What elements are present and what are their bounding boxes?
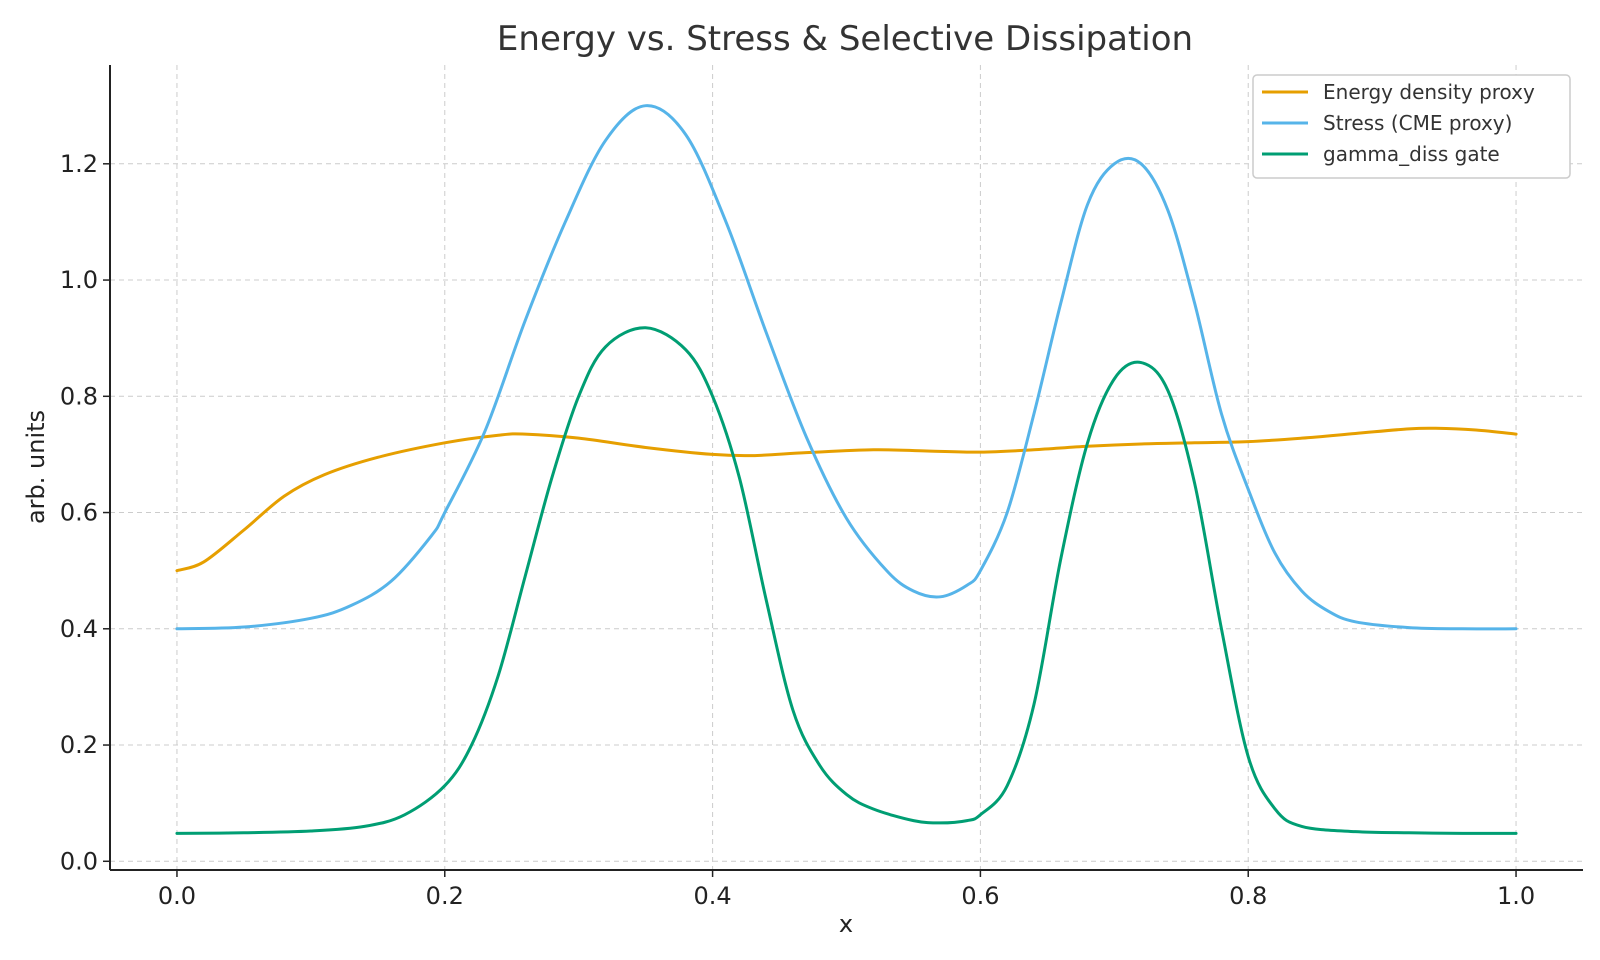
y-ticks: 0.0 0.2 0.4 0.6 0.8 1.0 1.2 bbox=[60, 150, 110, 875]
gamma-diss-gate-line bbox=[175, 326, 1518, 835]
chart-title: Energy vs. Stress & Selective Dissipatio… bbox=[497, 19, 1193, 59]
x-tick-label: 0.0 bbox=[158, 882, 196, 910]
x-tick-label: 0.4 bbox=[694, 882, 732, 910]
y-axis-label: arb. units bbox=[22, 410, 50, 524]
x-tick-label: 0.2 bbox=[426, 882, 464, 910]
legend-item-gamma: gamma_diss gate bbox=[1262, 142, 1500, 166]
legend-label: Stress (CME proxy) bbox=[1323, 111, 1512, 135]
x-ticks: 0.0 0.2 0.4 0.6 0.8 1.0 bbox=[158, 870, 1535, 910]
x-tick-label: 1.0 bbox=[1497, 882, 1535, 910]
x-axis-label: x bbox=[839, 910, 853, 938]
y-tick-label: 1.2 bbox=[60, 150, 98, 178]
legend-box bbox=[1252, 74, 1571, 179]
y-tick-label: 1.0 bbox=[60, 266, 98, 294]
y-tick-label: 0.6 bbox=[60, 499, 98, 527]
y-tick-label: 0.0 bbox=[60, 847, 98, 875]
energy-density-proxy-line bbox=[175, 426, 1518, 573]
series-layer bbox=[175, 104, 1518, 835]
legend-item-stress: Stress (CME proxy) bbox=[1262, 111, 1512, 135]
legend: Energy density proxy Stress (CME proxy) ga… bbox=[1252, 74, 1571, 179]
y-tick-label: 0.8 bbox=[60, 382, 98, 410]
legend-label: Energy density proxy bbox=[1323, 80, 1535, 104]
legend-label: gamma_diss gate bbox=[1323, 142, 1500, 166]
grid bbox=[110, 65, 1583, 870]
y-tick-label: 0.4 bbox=[60, 615, 98, 643]
y-tick-label: 0.2 bbox=[60, 731, 98, 759]
stress-cme-proxy-line bbox=[175, 104, 1518, 631]
x-tick-label: 0.8 bbox=[1229, 882, 1267, 910]
legend-item-energy: Energy density proxy bbox=[1262, 80, 1535, 104]
x-tick-label: 0.6 bbox=[961, 882, 999, 910]
